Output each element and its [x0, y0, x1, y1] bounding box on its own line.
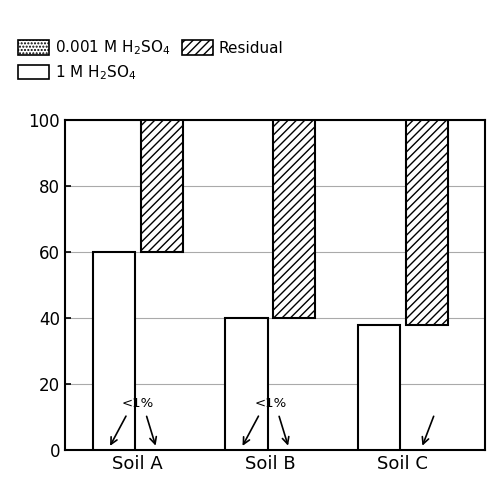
Bar	[140, 120, 183, 252]
Legend: 0.001 M H$_2$SO$_4$, 1 M H$_2$SO$_4$, Residual: 0.001 M H$_2$SO$_4$, 1 M H$_2$SO$_4$, Re…	[18, 38, 283, 82]
Text: <1%: <1%	[122, 398, 154, 410]
Bar	[406, 120, 448, 324]
Bar	[358, 324, 400, 450]
Bar	[273, 120, 316, 318]
Text: <1%: <1%	[254, 398, 286, 410]
Bar	[93, 252, 135, 450]
Bar	[226, 318, 268, 450]
